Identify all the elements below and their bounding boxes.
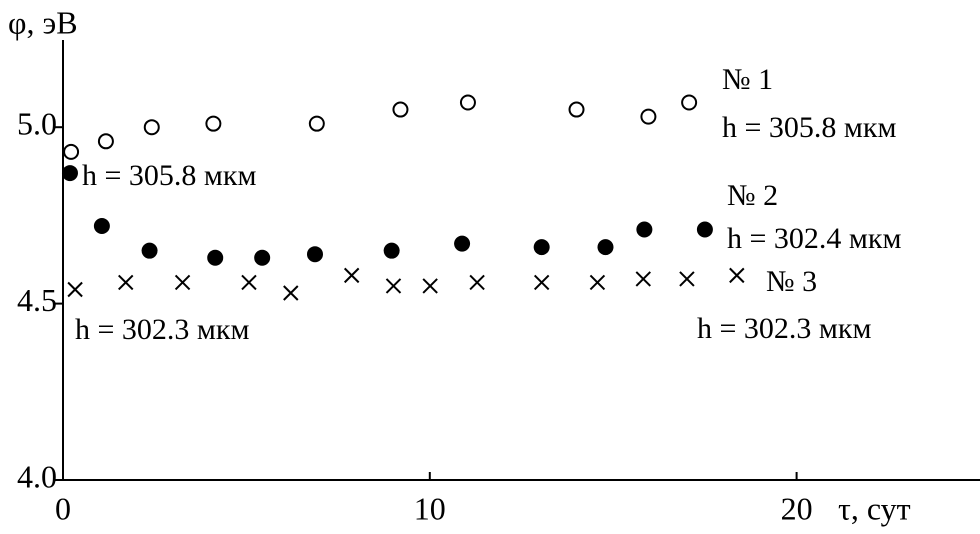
point [385,278,402,294]
point [205,115,222,132]
point [679,271,695,287]
x-tick-label: 10 [414,490,446,526]
point [681,94,698,111]
annotation: h = 302.3 мкм [75,313,249,346]
point [254,249,271,266]
point [383,242,400,259]
point [635,271,651,287]
x-tick-label: 0 [55,490,71,526]
annotation: h = 305.8 мкм [722,111,896,144]
point [533,274,550,291]
y-tick-label: 5.0 [17,106,57,142]
point [568,101,585,118]
point [308,115,325,132]
point [589,274,606,291]
y-tick-label: 4.5 [17,282,57,318]
x-tick-label: 20 [781,490,813,526]
y-axis-label: φ, эВ [8,4,78,40]
point [469,274,485,291]
point [392,101,409,118]
point [67,281,83,298]
y-tick-label: 4.0 [17,458,57,494]
point [597,239,614,256]
point [636,221,653,238]
annotation: h = 305.8 мкм [82,159,256,192]
point [93,217,110,234]
point [283,285,299,301]
point [118,274,134,291]
x-axis-label: τ, сут [838,490,911,526]
point [459,94,476,111]
point [61,165,78,182]
point [533,239,550,256]
point [63,143,80,160]
series-label: № 3 [766,265,817,298]
point [174,274,191,291]
point [343,267,360,284]
point [141,242,158,259]
annotation: h = 302.4 мкм [727,222,901,255]
point [696,221,713,238]
point [454,235,471,252]
point [640,108,657,125]
point [143,119,160,136]
point [97,133,114,150]
point [422,278,438,294]
series-label: № 1 [722,63,773,96]
point [306,246,323,263]
point [207,249,224,266]
annotation: h = 302.3 мкм [697,312,871,345]
series-label: № 2 [727,179,778,212]
point [729,267,745,284]
point [241,274,257,291]
